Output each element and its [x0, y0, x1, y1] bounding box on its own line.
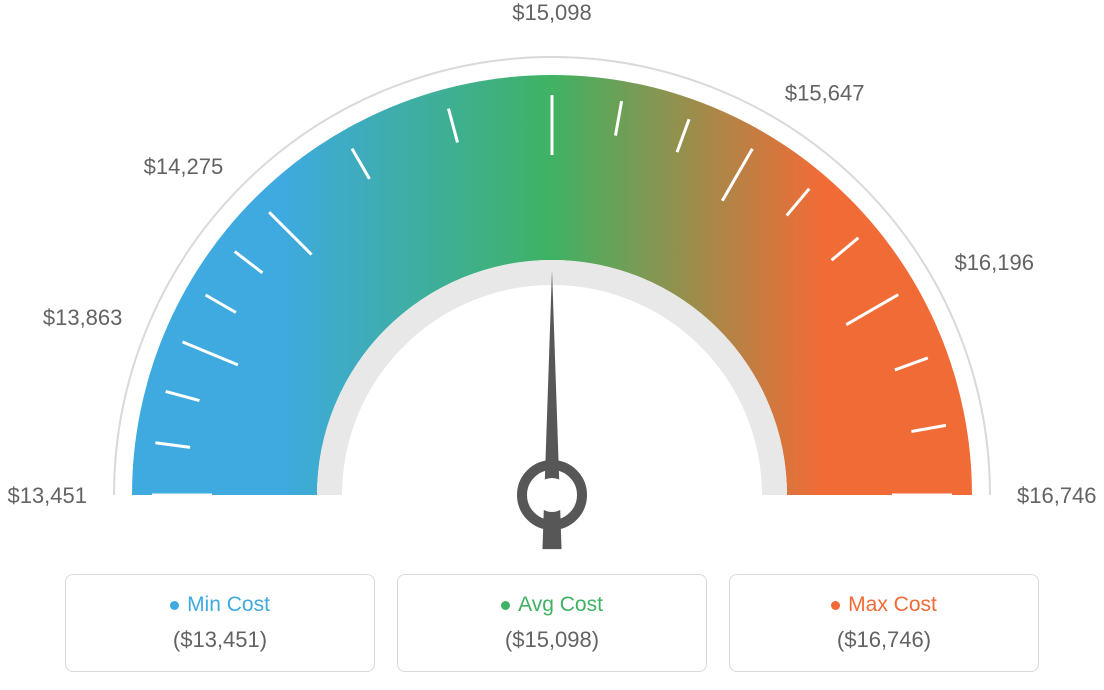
legend-label-row: Avg Cost — [501, 593, 603, 617]
legend-label-row: Max Cost — [831, 593, 937, 617]
gauge-svg: $13,451 $13,863 $14,275 $15,098 $15,647 $16,1… — [0, 0, 1104, 560]
legend: Min Cost ($13,451) Avg Cost ($15,098) Ma… — [0, 574, 1104, 672]
legend-value: ($13,451) — [173, 627, 267, 653]
legend-label-row: Min Cost — [170, 593, 270, 617]
legend-label: Min Cost — [187, 593, 270, 617]
chart-container: $13,451 $13,863 $14,275 $15,098 $15,647 $16,1… — [0, 0, 1104, 690]
legend-card-max: Max Cost ($16,746) — [729, 574, 1039, 672]
legend-value: ($15,098) — [505, 627, 599, 653]
gauge-chart: $13,451 $13,863 $14,275 $15,098 $15,647 $16,1… — [0, 0, 1104, 560]
dot-icon — [170, 601, 179, 610]
gauge-tick-label: $15,098 — [512, 0, 592, 25]
gauge-tick-label: $16,196 — [954, 250, 1034, 275]
legend-label: Avg Cost — [518, 593, 603, 617]
legend-value: ($16,746) — [837, 627, 931, 653]
legend-card-avg: Avg Cost ($15,098) — [397, 574, 707, 672]
dot-icon — [831, 601, 840, 610]
gauge-tick-label: $13,451 — [7, 483, 87, 508]
legend-card-min: Min Cost ($13,451) — [65, 574, 375, 672]
dot-icon — [501, 601, 510, 610]
legend-label: Max Cost — [848, 593, 937, 617]
gauge-tick-label: $14,275 — [144, 154, 224, 179]
gauge-tick-label: $13,863 — [43, 305, 123, 330]
gauge-tick-label: $15,647 — [785, 81, 865, 106]
gauge-tick-label: $16,746 — [1017, 483, 1097, 508]
